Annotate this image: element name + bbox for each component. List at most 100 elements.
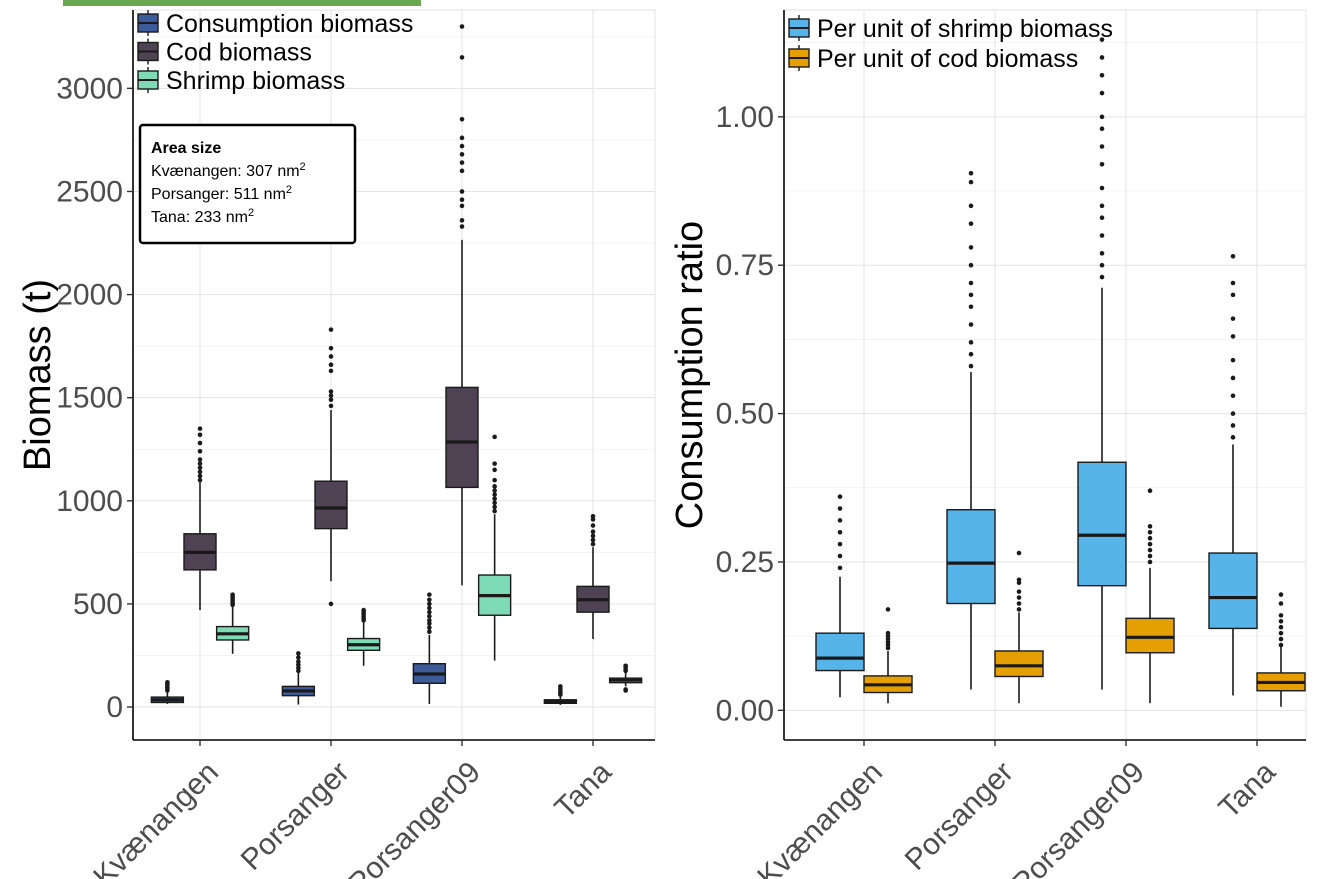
outlier-point — [492, 434, 497, 440]
area-size-note-title: Area size — [151, 140, 221, 157]
outlier-point — [1230, 435, 1236, 440]
outlier-point — [427, 601, 432, 607]
outlier-point — [1278, 619, 1284, 624]
outlier-point — [427, 613, 432, 619]
outlier-point — [427, 597, 432, 603]
outlier-point — [427, 592, 432, 597]
outlier-point — [492, 508, 497, 514]
outlier-point — [328, 403, 334, 409]
outlier-point — [1099, 126, 1105, 131]
legend-label: Per unit of cod biomass — [817, 45, 1078, 73]
outlier-point — [968, 363, 974, 369]
outlier-point — [328, 368, 334, 374]
top-banner-strip — [63, 0, 421, 6]
outlier-point — [558, 684, 563, 689]
outlier-point — [968, 280, 974, 286]
y-tick-label: 2500 — [56, 175, 123, 208]
box-per_shrimp-1 — [946, 170, 996, 690]
outlier-point — [1230, 280, 1236, 286]
legend-item-per_shrimp: Per unit of shrimp biomass — [788, 15, 1113, 43]
outlier-point — [623, 687, 628, 692]
outlier-point — [1099, 262, 1105, 268]
box-per_cod-1 — [994, 550, 1044, 704]
outlier-point — [1016, 589, 1022, 594]
outlier-point — [1016, 607, 1022, 612]
outlier-point — [427, 629, 432, 635]
x-tick-label: Porsanger09 — [1006, 756, 1151, 879]
outlier-point — [1016, 595, 1022, 600]
biomass-axes — [132, 10, 655, 741]
outlier-point — [1099, 215, 1105, 221]
x-tick-label: Tana — [549, 755, 619, 825]
y-tick-label: 0.00 — [716, 694, 774, 727]
outlier-point — [492, 477, 497, 483]
box-cod-0 — [183, 426, 217, 611]
outlier-point — [1099, 185, 1105, 191]
outlier-point — [837, 506, 843, 511]
box-shrimp-1 — [346, 607, 381, 666]
outlier-point — [197, 432, 203, 438]
biomass-y-tick-labels: 0 500 1000 1500 2000 2500 3000 — [56, 72, 133, 724]
outlier-point — [328, 389, 334, 394]
outlier-point — [459, 55, 465, 60]
outlier-point — [459, 116, 465, 122]
outlier-point — [1230, 316, 1236, 321]
outlier-point — [1278, 601, 1284, 606]
outlier-point — [1099, 144, 1105, 149]
outlier-point — [590, 529, 596, 535]
y-tick-label: 1500 — [56, 382, 123, 415]
box-consumption-1 — [281, 651, 316, 705]
outlier-point — [1147, 488, 1153, 494]
x-tick-label: Kvænangen — [87, 756, 225, 879]
x-tick-label: Porsanger09 — [342, 756, 487, 879]
outlier-point — [1278, 613, 1284, 618]
outlier-point — [1230, 334, 1236, 339]
x-tick-label: Tana — [1213, 755, 1283, 825]
outlier-point — [427, 618, 432, 623]
outlier-point — [492, 484, 497, 489]
outlier-point — [590, 533, 596, 539]
outlier-point — [459, 24, 465, 29]
box-cod-3 — [576, 513, 610, 639]
outlier-point — [492, 461, 497, 466]
outlier-point — [885, 630, 891, 636]
box-per_shrimp-0 — [815, 494, 865, 698]
outlier-point — [1016, 601, 1022, 606]
outlier-point — [1147, 553, 1153, 559]
outlier-point — [459, 135, 465, 141]
area-size-note: Area size Kvænangen: 307 nm2 Porsanger: … — [138, 123, 357, 245]
outlier-point — [623, 663, 628, 669]
outlier-point — [1016, 577, 1022, 583]
outlier-point — [197, 426, 203, 431]
outlier-point — [328, 397, 334, 403]
box-per_cod-2 — [1125, 488, 1175, 704]
outlier-point — [197, 465, 203, 471]
outlier-point — [427, 625, 432, 630]
outlier-point — [837, 494, 843, 499]
outlier-point — [1278, 624, 1284, 630]
box-consumption-0 — [150, 679, 185, 704]
outlier-point — [1230, 375, 1236, 381]
outlier-point — [328, 345, 334, 351]
outlier-point — [590, 523, 596, 528]
box-per_cod-3 — [1256, 592, 1306, 707]
area-size-line-kvaenangen: Kvænangen: 307 nm2 — [151, 161, 306, 180]
area-size-line-porsanger: Porsanger: 511 nm2 — [151, 184, 292, 203]
outlier-point — [1278, 592, 1284, 597]
box-shrimp-3 — [608, 663, 643, 693]
outlier-point — [968, 179, 974, 185]
box-shrimp-2 — [477, 434, 512, 661]
outlier-point — [1016, 550, 1022, 556]
area-size-line-tana: Tana: 233 nm2 — [151, 207, 254, 226]
y-tick-label: 0.50 — [716, 398, 774, 431]
outlier-point — [1147, 547, 1153, 553]
legend-label: Shrimp biomass — [166, 67, 345, 95]
outlier-point — [885, 607, 891, 612]
outlier-point — [427, 605, 432, 611]
box-iqr — [1125, 617, 1175, 654]
outlier-point — [492, 504, 497, 510]
